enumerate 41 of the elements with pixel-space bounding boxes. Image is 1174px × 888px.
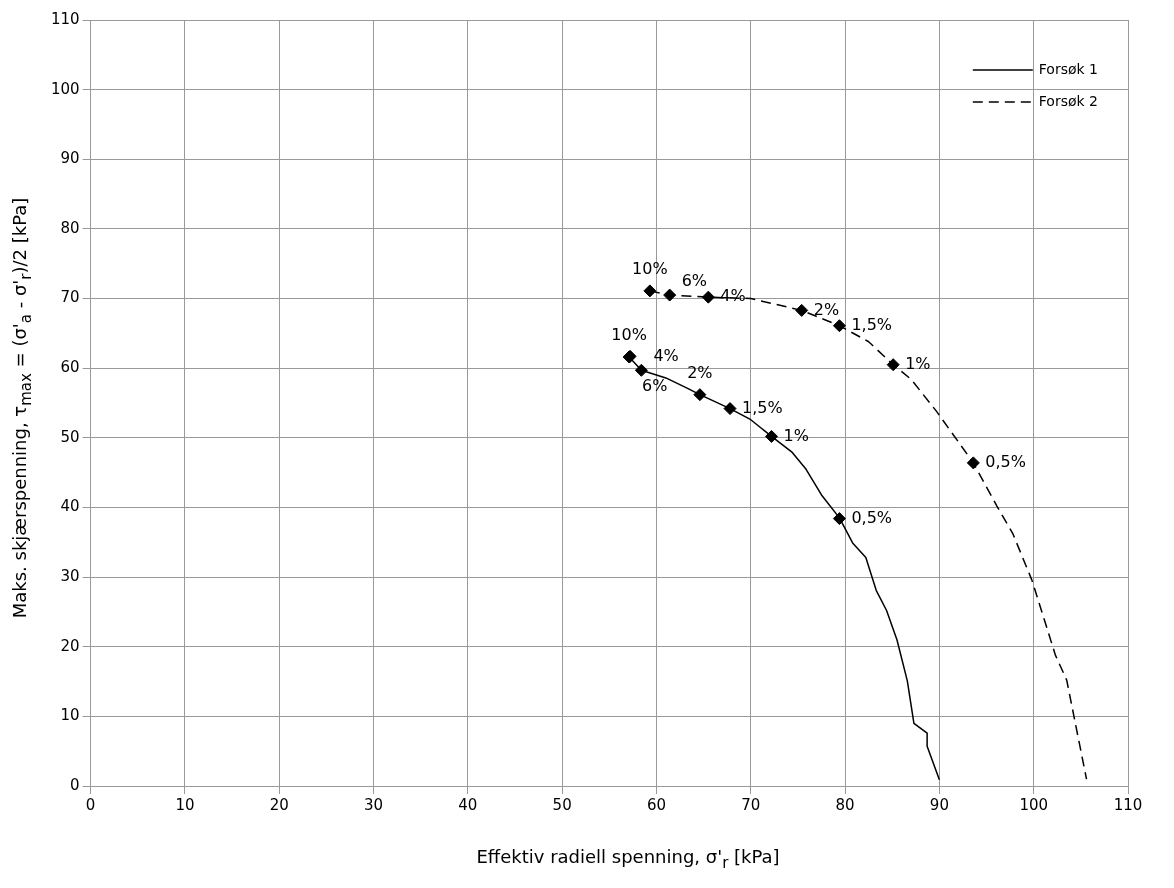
x-tick-label: 0 <box>85 795 96 814</box>
annotation: 4% <box>720 286 746 306</box>
y-tick-label: 50 <box>60 427 80 446</box>
x-tick-label: 50 <box>552 795 572 814</box>
annotation: 0,5% <box>985 452 1026 472</box>
x-tick-label: 20 <box>269 795 289 814</box>
y-tick-label: 40 <box>60 497 80 516</box>
y-tick-label: 0 <box>70 775 80 794</box>
annotation: 2% <box>813 299 840 319</box>
x-tick-label: 10 <box>175 795 195 814</box>
annotation: 0,5% <box>851 507 893 527</box>
x-tick-label: 30 <box>364 795 384 814</box>
legend-label: Forsøk 1 <box>1038 60 1098 77</box>
x-tick-label: 110 <box>1113 795 1143 814</box>
annotation: 10% <box>632 259 668 279</box>
legend-label: Forsøk 2 <box>1038 92 1098 109</box>
y-tick-label: 10 <box>60 706 80 725</box>
annotation: 4% <box>653 346 679 366</box>
x-tick-label: 90 <box>929 795 949 814</box>
annotation: 1,5% <box>851 314 893 334</box>
y-tick-label: 60 <box>60 358 80 377</box>
y-tick-label: 100 <box>50 79 80 98</box>
x-tick-label: 80 <box>835 795 855 814</box>
annotation: 6% <box>642 376 668 396</box>
annotation: 1,5% <box>742 397 783 417</box>
x-tick-label: 100 <box>1019 795 1049 814</box>
x-axis-title: Effektiv radiell spenning, σ'$_{r}$ [kPa] <box>476 846 780 872</box>
y-tick-label: 30 <box>60 566 80 585</box>
x-tick-label: 70 <box>741 795 761 814</box>
annotation: 1% <box>783 425 809 445</box>
y-tick-label: 90 <box>60 149 80 168</box>
annotation: 1% <box>905 353 931 373</box>
x-tick-label: 40 <box>458 795 478 814</box>
annotation: 10% <box>611 325 647 345</box>
y-tick-label: 110 <box>50 9 80 28</box>
annotation: 2% <box>687 362 713 382</box>
y-tick-label: 20 <box>60 636 80 655</box>
y-tick-label: 70 <box>60 288 80 307</box>
x-tick-label: 60 <box>646 795 667 814</box>
annotation: 6% <box>681 271 708 291</box>
y-tick-label: 80 <box>60 218 80 237</box>
